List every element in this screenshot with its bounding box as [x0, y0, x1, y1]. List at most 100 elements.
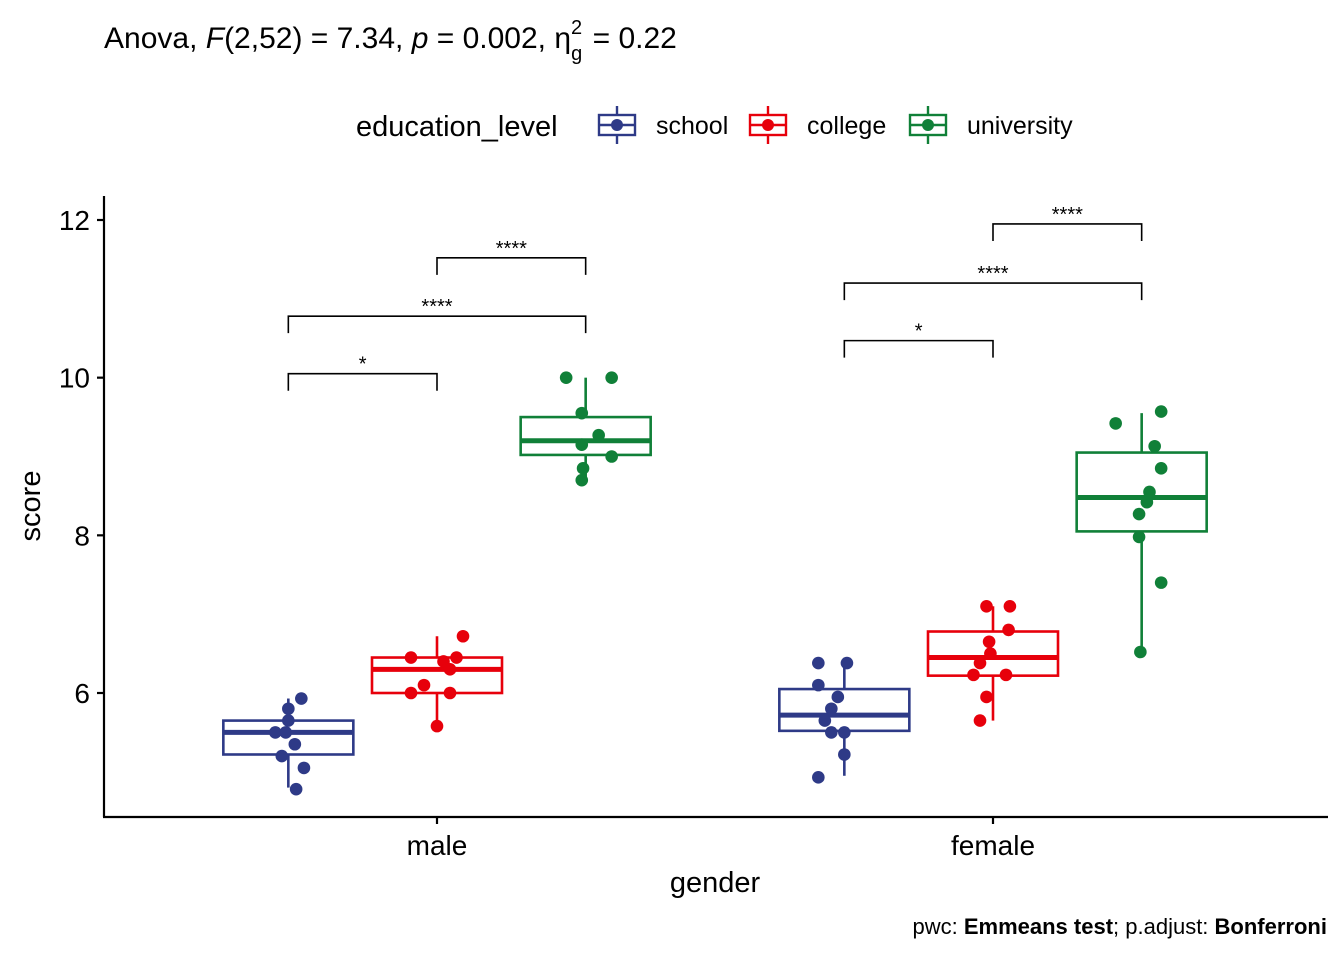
data-point — [999, 668, 1013, 682]
legend-label: college — [807, 112, 886, 140]
bracket-male-school-university: **** — [287, 296, 587, 334]
data-point — [275, 749, 289, 763]
legend-title: education_level — [356, 111, 558, 143]
axes: gender score — [15, 196, 1328, 899]
data-point — [967, 668, 980, 682]
title-eta-sub: g — [571, 43, 582, 65]
legend: education_level school college university — [356, 106, 1073, 144]
legend-item-school: school — [597, 106, 728, 144]
bracket-line — [436, 257, 587, 275]
legend-key-point — [611, 119, 623, 131]
title-prefix: Anova, — [104, 22, 206, 55]
caption-pwc-method: Emmeans test — [964, 914, 1114, 939]
data-point — [443, 663, 457, 676]
box-body — [778, 687, 911, 733]
bracket-line — [843, 339, 994, 358]
data-point — [430, 719, 444, 733]
data-point — [818, 714, 832, 727]
y-tick-label: 10 — [59, 363, 90, 394]
chart-title: Anova, F(2,52) = 7.34, p = 0.002, η2 g = … — [104, 17, 677, 65]
box-male-college — [370, 636, 504, 727]
bracket-line — [287, 315, 587, 334]
data-point — [295, 692, 308, 705]
legend-key-point — [762, 119, 774, 131]
data-point — [1002, 623, 1015, 637]
caption-sep: ; p.adjust: — [1113, 914, 1215, 939]
data-point — [575, 473, 589, 487]
data-point — [404, 651, 418, 664]
data-point — [456, 629, 470, 643]
data-point — [1143, 485, 1156, 499]
data-point — [282, 714, 295, 727]
title-eta: η — [554, 22, 571, 55]
data-point — [812, 656, 825, 670]
data-point — [450, 651, 463, 664]
significance-label: **** — [421, 296, 452, 318]
data-point — [838, 748, 851, 761]
data-point — [980, 690, 993, 704]
data-point — [982, 635, 996, 649]
title-p-symbol: p — [411, 22, 429, 55]
legend-label: school — [656, 112, 728, 140]
y-tick-label: 12 — [59, 205, 90, 236]
data-point — [576, 462, 590, 475]
data-point — [831, 690, 845, 704]
data-point — [984, 647, 997, 660]
data-point — [1134, 645, 1147, 659]
data-point — [575, 406, 589, 420]
bracket-female-school-university: **** — [843, 263, 1143, 301]
data-point — [1132, 507, 1146, 521]
bracket-line — [843, 282, 1143, 301]
data-point — [297, 761, 311, 775]
legend-key-point — [922, 119, 934, 131]
bracket-male-college-university: **** — [436, 238, 587, 275]
title-f-args: (2,52) = 7.34, — [224, 22, 412, 55]
legend-item-college: college — [748, 106, 886, 144]
data-point — [838, 726, 851, 739]
data-point — [973, 714, 987, 727]
legend-item-university: university — [908, 106, 1073, 144]
data-point — [279, 726, 293, 739]
significance-label: **** — [1052, 204, 1083, 226]
significance-label: * — [915, 321, 923, 343]
legend-label: university — [967, 112, 1073, 140]
bracket-female-college-university: **** — [992, 204, 1143, 241]
data-point — [1140, 495, 1154, 509]
title-eta-sup: 2 — [571, 17, 582, 39]
y-ticks: 6 8 10 12 — [59, 205, 104, 709]
data-point — [973, 656, 987, 670]
x-axis-title: gender — [670, 867, 761, 899]
data-point — [288, 737, 302, 751]
data-point — [1154, 405, 1168, 418]
data-point — [812, 771, 825, 784]
data-point — [1154, 576, 1168, 589]
data-point — [559, 371, 573, 384]
bracket-female-school-college: * — [843, 321, 994, 358]
data-point — [840, 656, 854, 670]
data-point — [269, 726, 282, 739]
data-point — [605, 371, 618, 384]
y-tick-label: 6 — [74, 678, 90, 709]
data-point — [417, 678, 431, 692]
data-point — [282, 702, 295, 716]
y-tick-label: 8 — [74, 520, 90, 551]
data-point — [980, 599, 993, 613]
bracket-male-school-college: * — [287, 354, 438, 391]
caption: pwc: Emmeans test; p.adjust: Bonferroni — [912, 914, 1327, 939]
data-point — [825, 702, 838, 716]
title-f-symbol: F — [206, 22, 226, 55]
significance-label: * — [359, 354, 367, 376]
data-point — [605, 450, 618, 463]
y-axis-title: score — [15, 471, 47, 542]
data-point — [1132, 530, 1146, 544]
data-point — [812, 678, 825, 692]
x-ticks: male female — [407, 817, 1035, 861]
data-point — [1003, 599, 1017, 613]
box-body — [370, 656, 504, 695]
data-point — [825, 726, 838, 739]
data-point — [443, 686, 457, 700]
data-points — [269, 371, 1168, 796]
title-p-value: = 0.002, — [428, 22, 554, 55]
caption-pwc-label: pwc: — [912, 914, 963, 939]
